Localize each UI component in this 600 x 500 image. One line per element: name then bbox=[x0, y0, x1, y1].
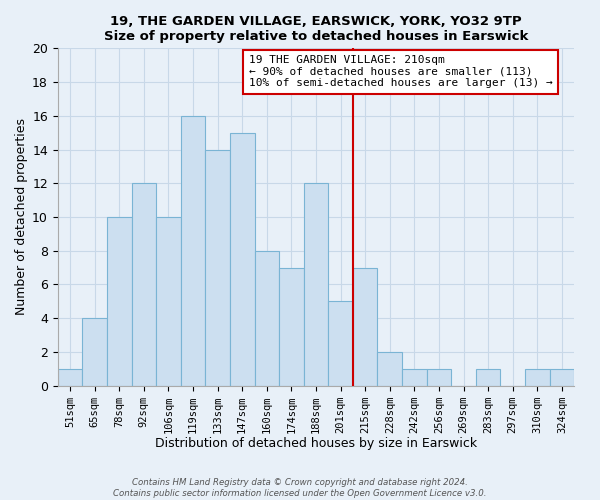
Bar bbox=[82, 318, 107, 386]
Bar bbox=[131, 183, 156, 386]
Bar bbox=[205, 150, 230, 386]
Bar bbox=[254, 250, 279, 386]
Bar bbox=[304, 183, 328, 386]
Bar bbox=[476, 368, 500, 386]
Bar bbox=[156, 217, 181, 386]
Bar bbox=[107, 217, 131, 386]
Bar bbox=[230, 132, 254, 386]
Bar bbox=[58, 368, 82, 386]
Bar bbox=[377, 352, 402, 386]
Bar bbox=[402, 368, 427, 386]
Bar bbox=[181, 116, 205, 386]
Bar bbox=[427, 368, 451, 386]
Bar bbox=[550, 368, 574, 386]
Title: 19, THE GARDEN VILLAGE, EARSWICK, YORK, YO32 9TP
Size of property relative to de: 19, THE GARDEN VILLAGE, EARSWICK, YORK, … bbox=[104, 15, 528, 43]
Bar bbox=[279, 268, 304, 386]
Text: Contains HM Land Registry data © Crown copyright and database right 2024.
Contai: Contains HM Land Registry data © Crown c… bbox=[113, 478, 487, 498]
Text: 19 THE GARDEN VILLAGE: 210sqm
← 90% of detached houses are smaller (113)
10% of : 19 THE GARDEN VILLAGE: 210sqm ← 90% of d… bbox=[249, 55, 553, 88]
Bar bbox=[328, 302, 353, 386]
Bar bbox=[353, 268, 377, 386]
Bar bbox=[525, 368, 550, 386]
Y-axis label: Number of detached properties: Number of detached properties bbox=[15, 118, 28, 316]
X-axis label: Distribution of detached houses by size in Earswick: Distribution of detached houses by size … bbox=[155, 437, 477, 450]
